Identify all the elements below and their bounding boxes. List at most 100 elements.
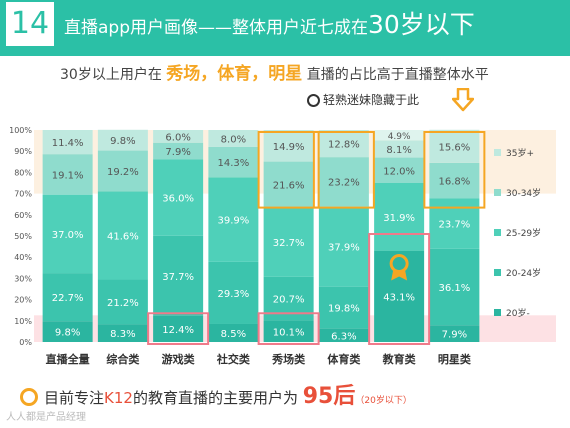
bar-segment <box>42 321 93 342</box>
footer-note: 目前专注K12的教育直播的主要用户为 95后（20岁以下） <box>20 380 412 414</box>
bar-segment <box>42 273 93 322</box>
category-label: 游戏类 <box>162 352 196 366</box>
bar-segment <box>429 129 480 163</box>
medal-icon <box>20 388 38 406</box>
data-label: 37.9% <box>328 242 360 253</box>
bar-segment <box>97 129 148 151</box>
data-label: 21.2% <box>107 298 139 309</box>
callout: 轻熟迷妹隐藏于此 <box>307 88 419 112</box>
data-label: 43.1% <box>383 292 415 303</box>
data-label: 19.1% <box>52 170 84 181</box>
bar-segment <box>374 183 425 251</box>
y-tick-label: 50% <box>14 232 32 241</box>
data-label: 23.2% <box>328 178 360 189</box>
bar-segment <box>374 157 425 183</box>
subtitle: 30岁以上用户在 秀场，体育，明星 直播的占比高于直播整体水平 <box>60 60 489 88</box>
data-label: 12.8% <box>328 140 360 151</box>
footer-big: 95后 <box>302 384 356 409</box>
bar-segment <box>263 130 314 162</box>
data-label: 15.6% <box>438 142 470 153</box>
bar-segment <box>97 279 148 325</box>
data-label: 14.3% <box>217 158 249 169</box>
data-label: 7.9% <box>165 147 190 158</box>
highlight-box-30plus <box>312 131 375 209</box>
highlight-box-education <box>368 233 431 345</box>
bar-segment <box>263 161 314 208</box>
footer-small: （20岁以下） <box>355 396 412 406</box>
bar-segment <box>153 142 204 160</box>
y-tick-label: 80% <box>14 168 32 177</box>
y-tick-label: 0% <box>19 338 32 347</box>
category-label: 社交类 <box>216 352 251 366</box>
legend-label: 20岁- <box>506 307 530 319</box>
legend-label: 25-29岁 <box>506 227 541 239</box>
y-tick-label: 20% <box>14 296 32 305</box>
data-label: 14.9% <box>273 142 305 153</box>
data-label: 20.7% <box>273 295 305 306</box>
y-tick-label: 40% <box>14 253 32 262</box>
header-title-big: 30岁以下 <box>368 10 475 39</box>
y-tick-label: 30% <box>14 274 32 283</box>
bar-segment <box>42 154 93 195</box>
data-label: 19.8% <box>328 304 360 315</box>
watermark: 人人都是产品经理 <box>6 412 86 423</box>
bar-segment <box>429 248 480 326</box>
category-label: 教育类 <box>382 352 417 366</box>
data-label: 22.7% <box>52 293 84 304</box>
bar-segment <box>374 140 425 158</box>
subtitle-prefix: 30岁以上用户在 <box>60 67 162 83</box>
bar-segment <box>318 157 369 207</box>
highlight-box-under20 <box>257 312 320 345</box>
data-label: 4.9% <box>388 132 411 142</box>
category-label: 体育类 <box>327 352 361 366</box>
data-label: 9.8% <box>110 136 135 147</box>
footer-middle: 的教育直播的主要用户为 <box>132 389 298 407</box>
data-label: 16.8% <box>438 177 470 188</box>
data-label: 12.0% <box>383 166 415 177</box>
legend-swatch <box>494 149 501 156</box>
subtitle-suffix: 直播的占比高于直播整体水平 <box>306 67 489 83</box>
bar-segment <box>208 130 259 147</box>
data-label: 39.9% <box>217 216 249 227</box>
data-label: 8.5% <box>221 329 246 340</box>
legend-label: 35岁+ <box>506 147 534 159</box>
bar-segment <box>374 130 425 141</box>
data-label: 12.4% <box>162 325 194 336</box>
lightbulb-icon <box>307 94 320 107</box>
footer-prefix: 目前专注 <box>44 389 105 407</box>
bar-segment <box>208 323 259 342</box>
bar-segment <box>153 159 204 236</box>
medal-ribbon-icon <box>391 270 408 281</box>
subtitle-hl-2: 体育 <box>217 64 252 84</box>
y-tick-label: 90% <box>14 147 32 156</box>
legend-label: 20-24岁 <box>506 267 541 279</box>
legend-swatch <box>494 189 501 196</box>
legend-swatch <box>494 309 501 316</box>
y-tick-label: 70% <box>14 190 32 199</box>
arrow-down-icon <box>452 88 474 112</box>
data-label: 8.3% <box>110 329 135 340</box>
data-label: 10.1% <box>273 327 305 338</box>
y-tick-label: 100% <box>9 126 32 135</box>
subtitle-sep-2: ， <box>251 64 269 84</box>
bar-segment <box>97 150 148 192</box>
y-tick-label: 60% <box>14 211 32 220</box>
bar-segment <box>97 324 148 342</box>
bar-segment <box>153 235 204 316</box>
data-label: 6.3% <box>331 331 356 342</box>
bar-segment <box>208 146 259 178</box>
category-label: 直播全量 <box>46 352 90 366</box>
bar-segment <box>429 325 480 342</box>
data-label: 31.9% <box>383 213 415 224</box>
bar-segment <box>374 250 425 342</box>
bar-segment <box>318 206 369 287</box>
category-label: 明星类 <box>438 352 472 366</box>
bar-segment <box>208 177 259 262</box>
bar-segment <box>318 328 369 342</box>
highlight-box-30plus <box>257 131 320 209</box>
data-label: 36.1% <box>438 283 470 294</box>
highlight-box-under20 <box>147 312 210 345</box>
data-label: 6.0% <box>165 132 190 143</box>
bar-segment <box>318 130 369 158</box>
bar-segment <box>263 320 314 342</box>
